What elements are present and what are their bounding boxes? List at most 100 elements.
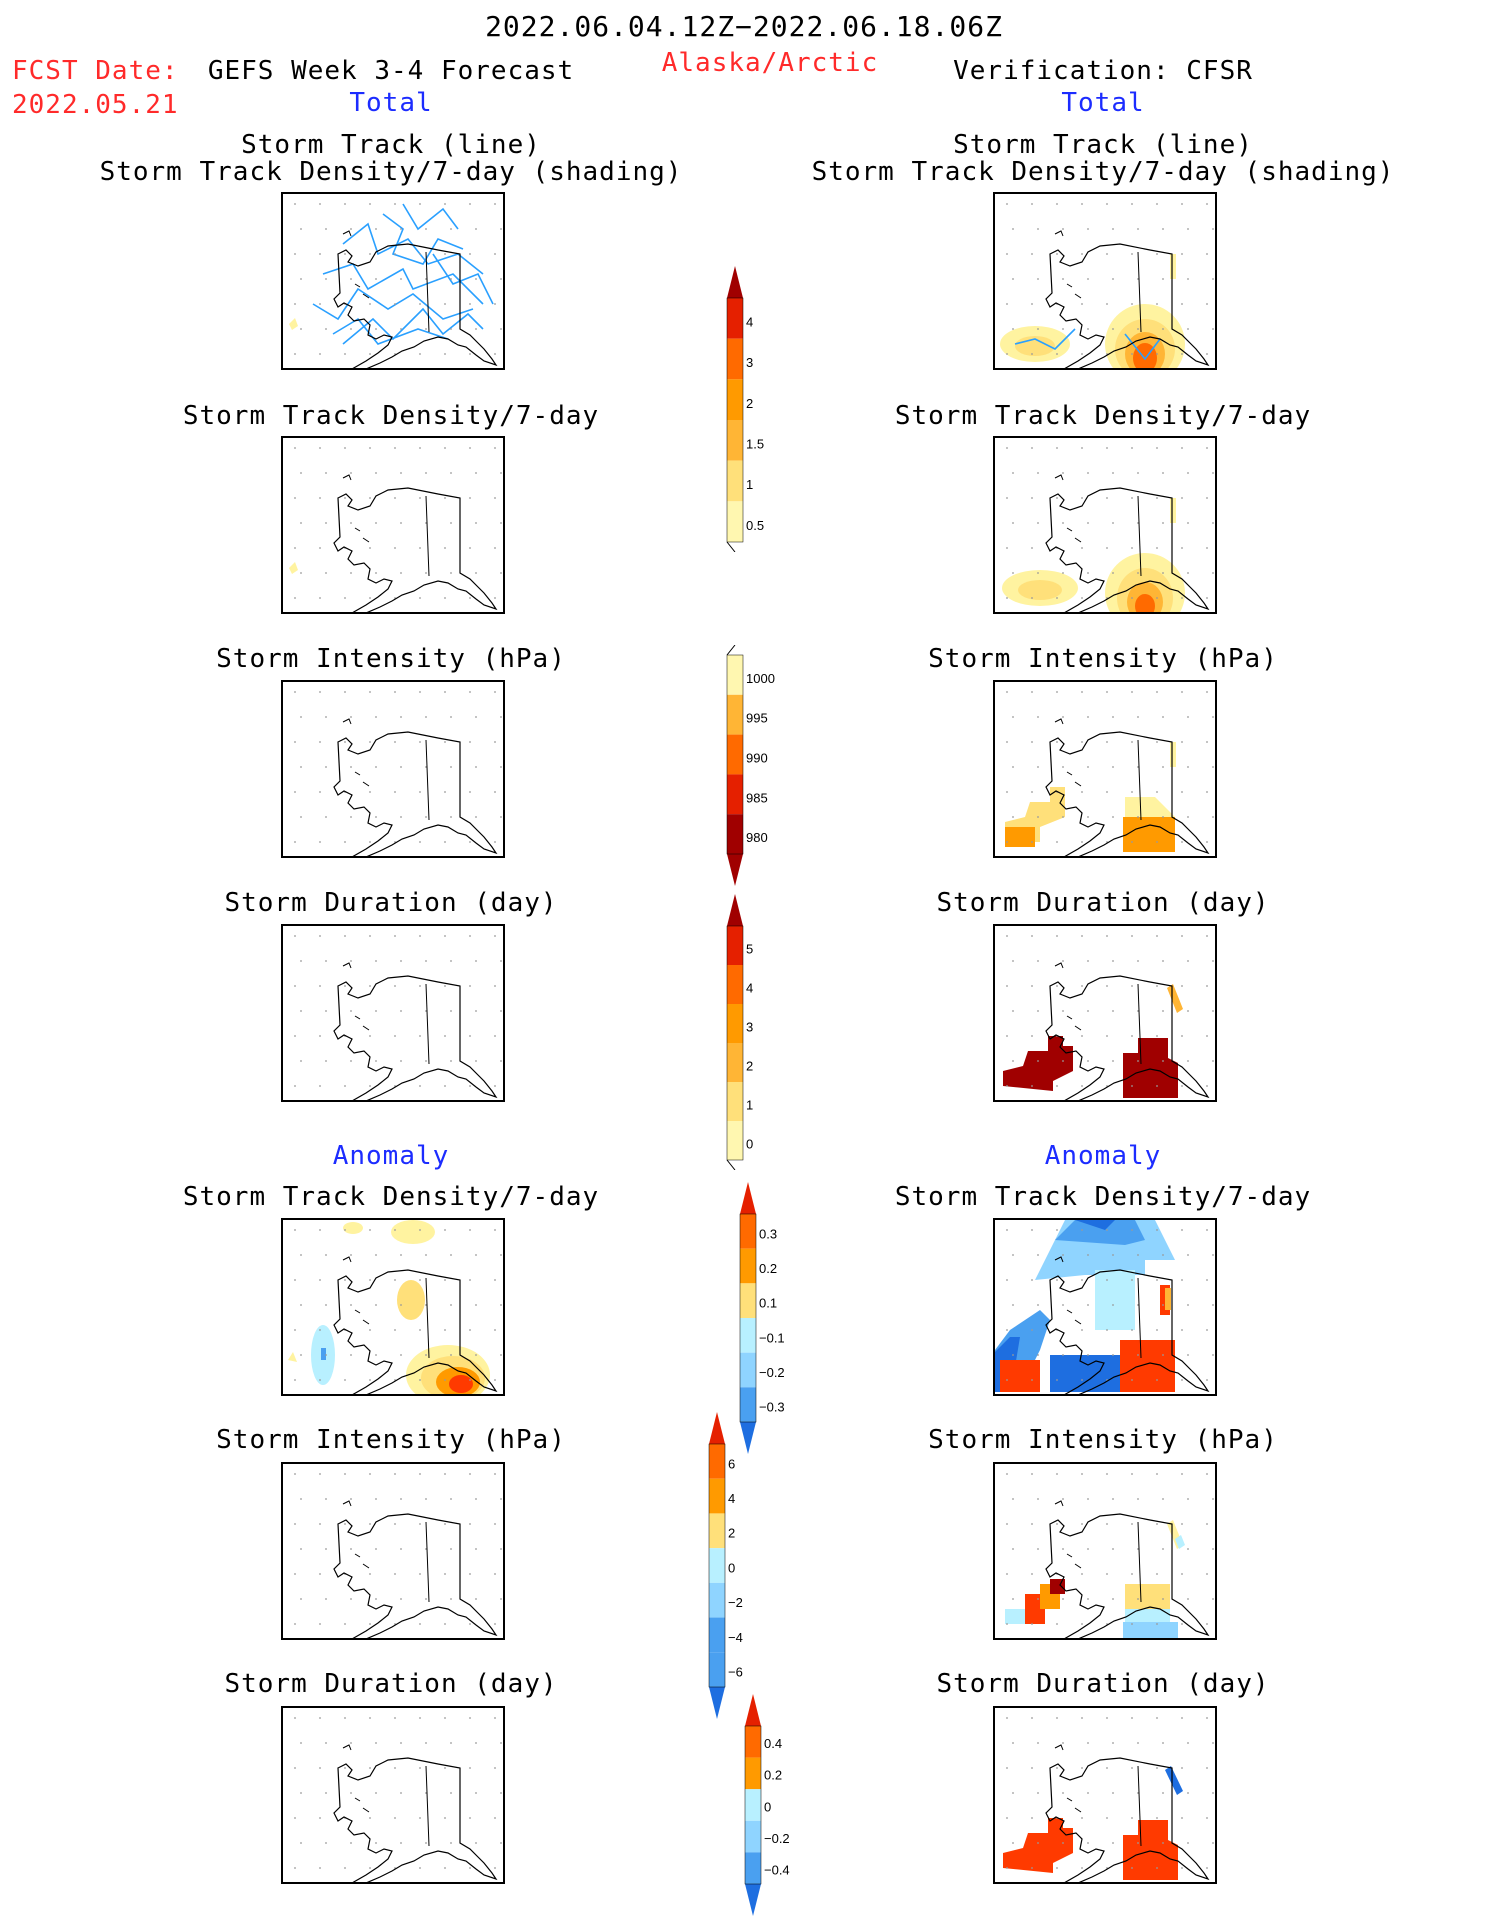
colorbar-segment	[727, 1121, 743, 1160]
colorbar-tick-label: 0.4	[764, 1736, 782, 1751]
cfsr-duration-anomaly-map	[993, 1706, 1217, 1884]
density-anomaly-colorbar: 0.3 0.2 0.1 −0.1 −0.2 −0.3	[739, 1182, 785, 1454]
colorbar-top-arrow	[745, 1694, 761, 1726]
colorbar-segment	[745, 1789, 761, 1821]
colorbar-segment	[727, 1082, 743, 1121]
duration-anomaly-colorbar: 0.4 0.2 0 −0.2 −0.4	[744, 1694, 790, 1916]
period-title: 2022.06.04.12Z−2022.06.18.06Z	[485, 10, 1003, 43]
colorbar-tick-label: 4	[728, 1491, 735, 1506]
colorbar-tick-label: 0	[764, 1799, 771, 1814]
colorbar-tick-label: 1.5	[746, 436, 764, 451]
fcst-density-map	[281, 436, 505, 614]
colorbar-tick-label: −0.1	[759, 1330, 785, 1345]
cfsr-duration-map	[993, 924, 1217, 1102]
colorbar-top-arrow	[740, 1182, 756, 1214]
right-anomaly-label: Anomaly	[1044, 1141, 1162, 1171]
left-column-title: GEFS Week 3-4 Forecast	[207, 56, 575, 86]
density-total-colorbar: 4 3 2 1.5 1 0.5	[726, 266, 764, 552]
colorbar-tick-label: 5	[746, 941, 753, 956]
cfsr-density-anomaly-map	[993, 1218, 1217, 1396]
cfsr-intensity-map	[993, 680, 1217, 858]
cfsr-track-map	[993, 192, 1217, 370]
colorbar-segment	[709, 1582, 725, 1618]
colorbar-segment	[727, 420, 743, 461]
right-duration-title: Storm Duration (day)	[936, 888, 1270, 918]
colorbar-tick-label: −0.2	[759, 1365, 785, 1380]
right-density-title: Storm Track Density/7-day	[894, 401, 1312, 431]
colorbar-tick-label: 6	[728, 1456, 735, 1471]
colorbar-segment	[727, 694, 743, 735]
fcst-date-label: FCST Date:	[12, 56, 179, 86]
colorbar-segment	[740, 1352, 756, 1388]
colorbar-segment	[727, 926, 743, 965]
colorbar-segment	[727, 338, 743, 380]
right-track-shading-title: Storm Track Density/7-day (shading)	[811, 157, 1395, 187]
left-anom-intensity-title: Storm Intensity (hPa)	[216, 1425, 566, 1455]
colorbar-segment	[727, 1043, 743, 1082]
colorbar-segment	[709, 1444, 725, 1479]
colorbar-tick-label: 1000	[746, 671, 775, 686]
colorbar-tick-label: −0.3	[759, 1400, 785, 1415]
left-anom-duration-title: Storm Duration (day)	[224, 1669, 558, 1699]
colorbar-segment	[745, 1757, 761, 1790]
fcst-density-anomaly-map	[281, 1218, 505, 1396]
right-anom-density-title: Storm Track Density/7-day	[894, 1182, 1312, 1212]
left-intensity-title: Storm Intensity (hPa)	[216, 644, 566, 674]
colorbar-bottom-arrow	[740, 1422, 756, 1454]
colorbar-segment	[740, 1283, 756, 1318]
region-title: Alaska/Arctic	[661, 48, 879, 78]
colorbar-tick-label: 2	[746, 396, 753, 411]
colorbar-tick-label: 0	[728, 1560, 735, 1575]
colorbar-top-arrow	[709, 1412, 725, 1444]
right-anom-duration-title: Storm Duration (day)	[936, 1669, 1270, 1699]
left-total-label: Total	[349, 88, 433, 118]
cfsr-density-map	[993, 436, 1217, 614]
colorbar-tick-label: 0.1	[759, 1296, 777, 1311]
colorbar-segment	[745, 1726, 761, 1758]
left-anom-density-title: Storm Track Density/7-day	[182, 1182, 600, 1212]
left-duration-title: Storm Duration (day)	[224, 888, 558, 918]
colorbar-tick-label: 980	[746, 830, 768, 845]
colorbar-segment	[727, 1004, 743, 1043]
fcst-duration-map	[281, 924, 505, 1102]
colorbar-segment	[745, 1852, 761, 1884]
colorbar-tick-label: 0	[746, 1136, 753, 1151]
colorbar-tick-label: 0.3	[759, 1226, 777, 1241]
colorbar-tick-label: 4	[746, 980, 753, 995]
colorbar-segment	[740, 1387, 756, 1422]
duration-total-colorbar: 5 4 3 2 1 0	[726, 894, 753, 1170]
colorbar-segment	[740, 1214, 756, 1249]
colorbar-tick-label: 0.2	[764, 1768, 782, 1783]
cfsr-intensity-anomaly-map	[993, 1462, 1217, 1640]
colorbar-tick-label: 990	[746, 750, 768, 765]
colorbar-segment	[709, 1513, 725, 1549]
colorbar-segment	[740, 1248, 756, 1284]
fcst-track-map	[281, 192, 505, 370]
colorbar-tick-label: −6	[728, 1665, 743, 1680]
colorbar-tick-label: −0.2	[764, 1831, 790, 1846]
colorbar-segment	[727, 814, 743, 854]
colorbar-top-arrow	[727, 894, 743, 926]
fcst-intensity-anomaly-map	[281, 1462, 505, 1640]
colorbar-tick-label: −2	[728, 1595, 743, 1610]
colorbar-segment	[727, 460, 743, 502]
colorbar-segment	[727, 655, 743, 695]
colorbar-segment	[727, 965, 743, 1004]
colorbar-segment	[727, 298, 743, 339]
left-track-shading-title: Storm Track Density/7-day (shading)	[99, 157, 683, 187]
fcst-duration-anomaly-map	[281, 1706, 505, 1884]
colorbar-segment	[745, 1820, 761, 1853]
colorbar-bottom-arrow	[727, 854, 743, 886]
left-density-title: Storm Track Density/7-day	[182, 401, 600, 431]
colorbar-tick-label: 1	[746, 477, 753, 492]
right-intensity-title: Storm Intensity (hPa)	[928, 644, 1278, 674]
intensity-total-colorbar: 1000 995 990 985 980	[726, 645, 775, 886]
left-track-line-title: Storm Track (line)	[241, 130, 541, 160]
colorbar-tick-label: 4	[746, 314, 753, 329]
colorbar-tick-label: 985	[746, 790, 768, 805]
fcst-date-value: 2022.05.21	[12, 90, 179, 120]
colorbar-tick-label: 0.2	[759, 1261, 777, 1276]
colorbar-tick-label: −4	[728, 1630, 743, 1645]
colorbar-segment	[727, 774, 743, 815]
fcst-intensity-map	[281, 680, 505, 858]
